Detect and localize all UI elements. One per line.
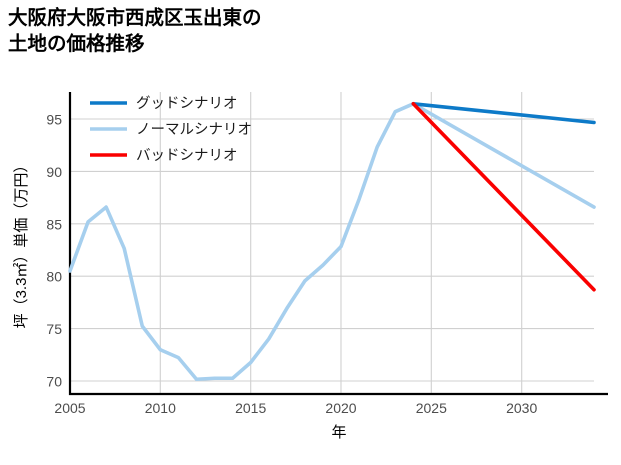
series-line-normal-scenario [68,102,596,382]
legend-label-good-scenario: グッドシナリオ [136,95,238,112]
legend-label-bad-scenario: バッドシナリオ [136,148,238,164]
chart-title: 大阪府大阪市西成区玉出東の 土地の価格推移 [8,7,262,55]
chart-legend: グッドシナリオ ノーマルシナリオ バッドシナリオ [90,95,252,164]
legend-item-good-scenario[interactable]: グッドシナリオ [90,95,238,112]
legend-label-normal-scenario: ノーマルシナリオ [136,122,252,138]
x-tick-2025: 2025 [416,400,447,416]
legend-item-bad-scenario[interactable]: バッドシナリオ [90,148,238,164]
x-axis-title: 年 [331,424,346,441]
y-tick-75: 75 [46,321,62,337]
y-tick-90: 90 [46,164,62,180]
y-tick-95: 95 [46,112,62,128]
y-tick-80: 80 [46,269,62,285]
series-line-bad-scenario [411,102,596,292]
x-tick-2020: 2020 [325,400,356,416]
axis-spines [68,92,608,396]
x-tick-2005: 2005 [54,400,85,416]
x-tick-2010: 2010 [145,400,176,416]
legend-item-normal-scenario[interactable]: ノーマルシナリオ [90,122,252,138]
x-tick-2015: 2015 [235,400,266,416]
series-line-good-scenario [411,102,596,125]
y-tick-labels: 95 90 85 80 75 70 [46,112,62,390]
y-gridlines [70,118,594,382]
y-tick-70: 70 [46,374,62,390]
x-tick-labels: 2005 2010 2015 2020 2025 2030 [54,400,537,416]
x-tick-2030: 2030 [506,400,537,416]
y-tick-85: 85 [46,216,62,232]
y-axis-title: 坪（3.3㎡）単価（万円） [13,158,30,329]
series-group [68,102,596,382]
